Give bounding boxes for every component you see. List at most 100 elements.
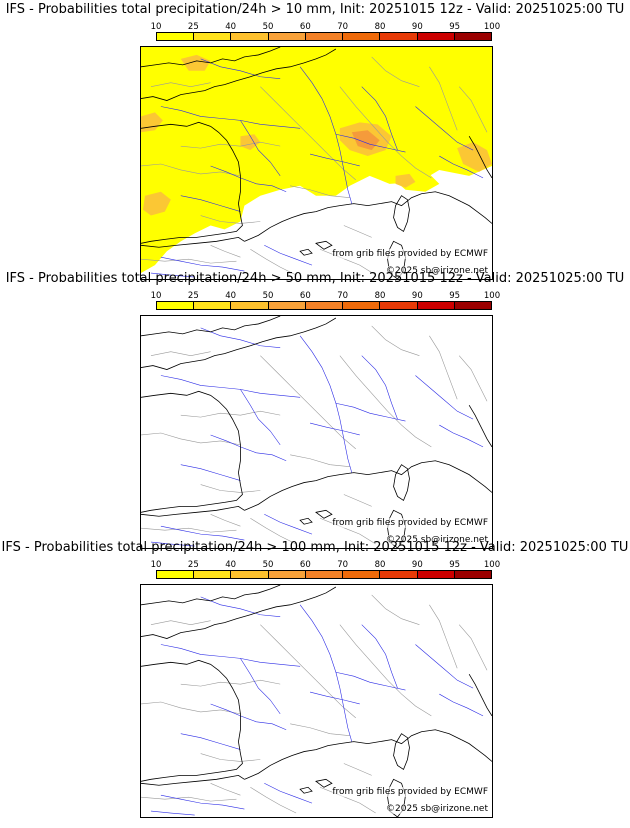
coastline xyxy=(141,48,337,101)
admin-border-line xyxy=(343,494,372,507)
coastline xyxy=(141,774,245,786)
admin-border-line xyxy=(343,225,372,238)
coastline xyxy=(141,585,281,606)
colorbar-segment xyxy=(194,302,232,309)
admin-border-line xyxy=(180,410,281,418)
coastline xyxy=(141,236,245,248)
admin-border-line xyxy=(339,86,388,143)
coastline xyxy=(141,659,243,782)
river-line xyxy=(309,691,360,705)
river-line xyxy=(309,153,360,167)
admin-border-line xyxy=(200,484,261,493)
admin-border-line xyxy=(315,141,356,181)
river-line xyxy=(335,671,406,691)
admin-border-line xyxy=(319,786,376,814)
coastline xyxy=(141,47,281,68)
colorbar-tick-label: 90 xyxy=(411,291,423,301)
river-line xyxy=(439,155,484,179)
admin-border-line xyxy=(458,86,488,133)
colorbar-segment xyxy=(157,571,195,578)
precip-layer xyxy=(141,47,492,274)
map-svg xyxy=(141,585,492,817)
coastline xyxy=(299,248,313,256)
colorbar-strip xyxy=(156,570,492,579)
admin-border-line xyxy=(290,454,350,467)
coastline xyxy=(393,464,410,502)
coastline xyxy=(141,121,243,244)
colorbar-tick-label: 70 xyxy=(337,560,349,570)
colorbar-segment xyxy=(343,302,381,309)
precip-map: from grib files provided by ECMWF ©2025 … xyxy=(140,584,493,818)
admin-border-line xyxy=(210,245,241,258)
river-line xyxy=(240,120,281,177)
river-line xyxy=(180,464,241,481)
colorbar-tick-label: 90 xyxy=(411,560,423,570)
colorbar-segment xyxy=(380,571,418,578)
river-line xyxy=(299,335,353,473)
colorbar-tick-label: 95 xyxy=(449,22,461,32)
copyright-credit: ©2025 sb@irizone.net xyxy=(386,266,488,276)
colorbar-segment xyxy=(268,571,306,578)
admin-border-line xyxy=(260,355,317,412)
colorbar-segment xyxy=(194,571,232,578)
precip-probability-area xyxy=(240,134,261,151)
admin-border-line xyxy=(290,723,350,736)
admin-border-line xyxy=(150,351,211,356)
river-line xyxy=(150,272,195,278)
river-line xyxy=(160,375,301,398)
admin-border-line xyxy=(141,701,241,715)
source-credit: from grib files provided by ECMWF xyxy=(332,787,488,797)
river-line xyxy=(150,810,195,816)
coastline xyxy=(468,136,492,179)
coastline xyxy=(460,739,492,762)
colorbar-segment xyxy=(417,571,455,578)
admin-border-line xyxy=(429,335,458,400)
admin-border-line xyxy=(387,141,432,179)
rivers-layer xyxy=(150,327,484,547)
colorbar-tick-label: 70 xyxy=(337,291,349,301)
coastline xyxy=(244,191,462,242)
river-line xyxy=(160,256,245,272)
admin-border-line xyxy=(339,355,388,412)
colorbar-tick-label: 25 xyxy=(187,22,199,32)
river-line xyxy=(361,355,398,420)
precip-probability-area xyxy=(142,191,171,216)
admin-border-line xyxy=(371,594,420,625)
probability-colorbar: 10 25 40 50 60 70 80 90 95 100 xyxy=(151,560,500,582)
colorbar-tick-label: 40 xyxy=(225,22,237,32)
admin-border-line xyxy=(458,355,488,402)
colorbar-segment xyxy=(454,33,491,40)
copyright-credit: ©2025 sb@irizone.net xyxy=(386,535,488,545)
colorbar-segment xyxy=(231,33,269,40)
colorbar-tick-label: 40 xyxy=(225,291,237,301)
coastline xyxy=(244,729,462,780)
river-line xyxy=(299,604,353,742)
admin-border-line xyxy=(260,86,317,143)
admin-border-line xyxy=(319,517,376,545)
probability-colorbar: 10 25 40 50 60 70 80 90 95 100 xyxy=(151,22,500,44)
river-line xyxy=(361,624,398,689)
colorbar-segment xyxy=(305,33,344,40)
admin-border-line xyxy=(141,796,237,802)
colorbar-segment xyxy=(417,302,455,309)
admin-border-line xyxy=(200,753,261,762)
admin-border-line xyxy=(260,624,317,681)
river-line xyxy=(415,644,474,689)
colorbar-tick-label: 10 xyxy=(150,22,162,32)
source-credit: from grib files provided by ECMWF xyxy=(332,249,488,259)
colorbar-segment xyxy=(268,302,306,309)
copyright-credit: ©2025 sb@irizone.net xyxy=(386,804,488,814)
borders-layer xyxy=(141,594,488,814)
coastline xyxy=(141,317,337,370)
precip-probability-area xyxy=(395,173,416,188)
map-title: IFS - Probabilities total precipitation/… xyxy=(5,271,625,286)
river-line xyxy=(335,133,406,153)
coastline xyxy=(141,586,337,639)
precip-map: from grib files provided by ECMWF ©2025 … xyxy=(140,315,493,549)
colorbar-tick-label: 50 xyxy=(262,291,274,301)
colorbar-tick-label: 100 xyxy=(483,291,501,301)
colorbar-segment xyxy=(157,33,195,40)
colorbar-segment xyxy=(343,571,381,578)
colorbar-tick-label: 70 xyxy=(337,22,349,32)
rivers-layer xyxy=(150,596,484,816)
